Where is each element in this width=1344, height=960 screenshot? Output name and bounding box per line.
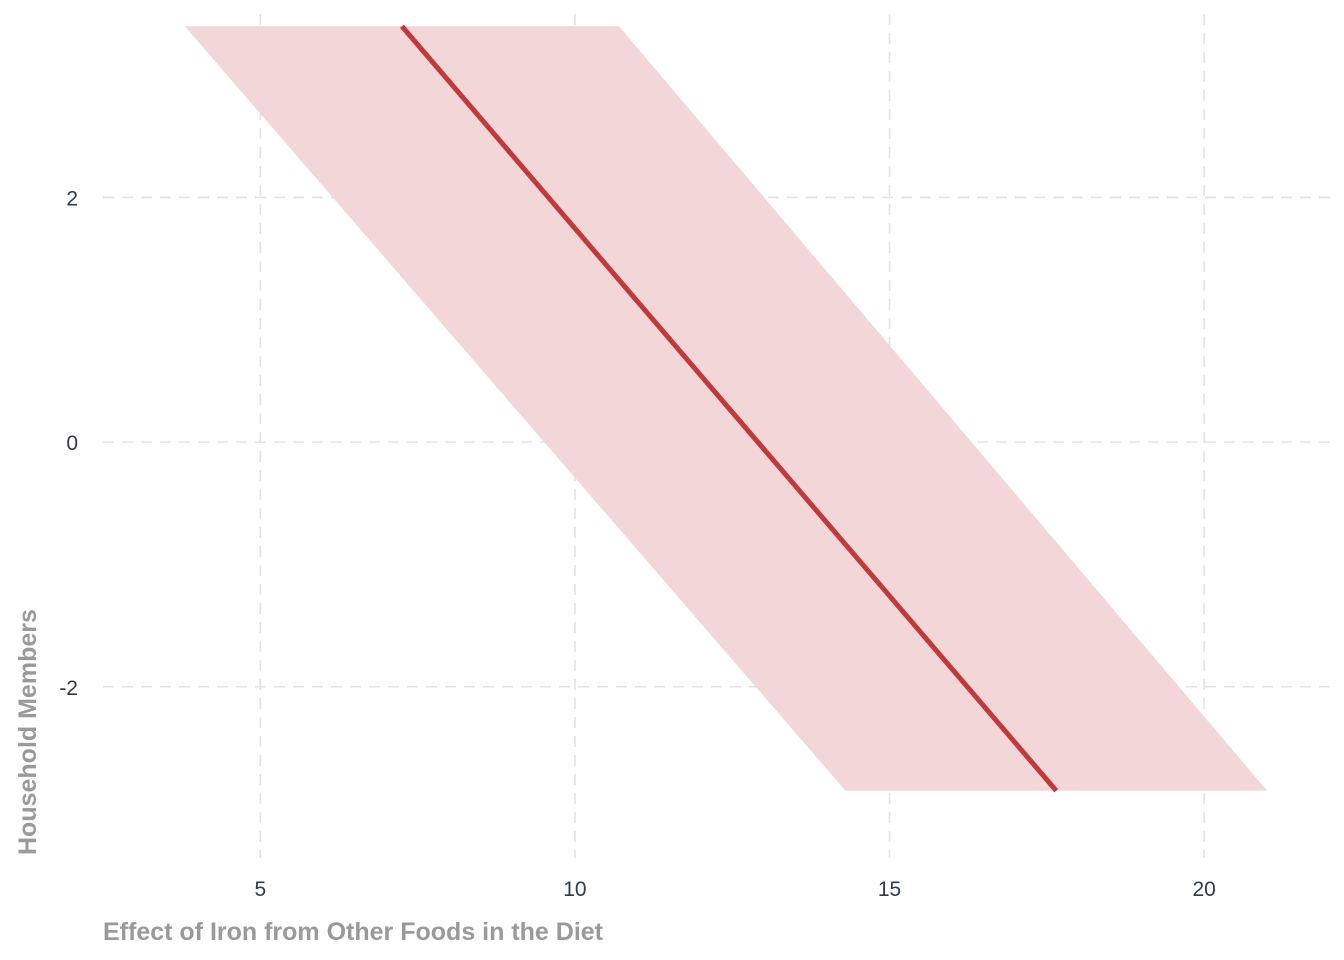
x-axis-title: Effect of Iron from Other Foods in the D… bbox=[103, 918, 604, 946]
x-tick-label-15: 15 bbox=[878, 878, 901, 901]
y-axis-title: Household Members bbox=[14, 609, 42, 855]
x-tick-label-10: 10 bbox=[563, 878, 586, 901]
y-tick-label--2: -2 bbox=[59, 677, 78, 700]
y-tick-label-2: 2 bbox=[66, 187, 78, 210]
data-layer bbox=[184, 24, 1268, 793]
x-tick-label-5: 5 bbox=[254, 878, 266, 901]
y-tick-label-0: 0 bbox=[66, 432, 78, 455]
regression-line bbox=[399, 24, 1059, 793]
x-tick-label-20: 20 bbox=[1192, 878, 1215, 901]
